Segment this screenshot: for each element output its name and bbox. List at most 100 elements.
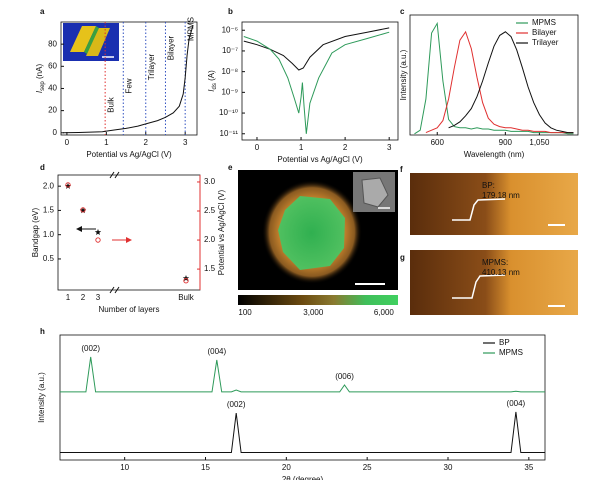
x-axis-label: Potential vs Ag/AgCl (V) <box>86 150 172 159</box>
y-tick-label: 1.5 <box>204 264 216 273</box>
colorbar-label: 100 <box>238 308 252 317</box>
y-tick-label: 10⁻⁶ <box>222 25 238 34</box>
panel-label: h <box>40 327 45 336</box>
y-tick-label: 2.0 <box>204 235 216 244</box>
x-tick-label: 600 <box>431 138 445 147</box>
y-axis-label: Isep (nA) <box>35 64 45 94</box>
panel-label: a <box>40 7 45 16</box>
height-annotation: BP: <box>482 181 495 190</box>
x-axis-label: Wavelength (nm) <box>464 150 525 159</box>
peak-label: (004) <box>507 399 526 408</box>
height-annotation: MPMS: <box>482 258 508 267</box>
x-tick-label: 3 <box>183 138 188 147</box>
x-tick-label: 30 <box>444 463 453 472</box>
x-tick-label: 3 <box>96 293 101 302</box>
axes-frame <box>57 174 201 291</box>
y2-axis-label: Potential vs Ag/AgCl (V) <box>217 189 226 275</box>
y-tick-label: 60 <box>48 61 57 70</box>
legend-label: Bilayer <box>532 28 557 37</box>
threshold-label: Bulk <box>106 96 115 113</box>
fluorescence-image <box>238 170 398 305</box>
x-tick-label: 35 <box>524 463 533 472</box>
y-tick-label: 1.5 <box>43 206 55 215</box>
legend-label: Trilayer <box>532 38 559 47</box>
x-axis-label: Potential vs Ag/AgCl (V) <box>277 155 363 164</box>
star-point <box>64 182 72 189</box>
panel-label: f <box>400 165 403 174</box>
y-tick-label: 3.0 <box>204 177 216 186</box>
series-line <box>448 31 574 134</box>
x-axis-label: 2θ (degree) <box>282 475 324 480</box>
star-point <box>182 275 190 282</box>
y-tick-label: 10⁻¹¹ <box>220 129 239 138</box>
peak-label: (004) <box>207 347 226 356</box>
peak-label: (002) <box>81 344 100 353</box>
circle-point <box>95 237 101 243</box>
x-tick-label: 25 <box>363 463 372 472</box>
colorbar-label: 6,000 <box>374 308 395 317</box>
x-tick-label: 1 <box>66 293 71 302</box>
x-tick-label: Bulk <box>178 293 195 302</box>
height-annotation: 179.18 nm <box>482 191 520 200</box>
y-axis-label-part: Bandgap (eV) <box>31 207 40 257</box>
y-tick-label: 80 <box>48 39 57 48</box>
x-tick-label: 15 <box>201 463 210 472</box>
y-tick-label: 10⁻⁸ <box>222 67 239 76</box>
series-line <box>60 411 545 453</box>
legend-label: BP <box>499 338 510 347</box>
threshold-label: Bilayer <box>167 35 176 60</box>
x-tick-label: 2 <box>81 293 86 302</box>
x-tick-label: 3 <box>387 143 392 152</box>
series-line <box>414 21 574 135</box>
y-axis-label: Intensity (a.u.) <box>37 372 46 423</box>
threshold-label: MPMS <box>186 17 195 41</box>
y-tick-label: 0 <box>53 128 58 137</box>
circle-point <box>65 182 71 188</box>
y-axis-label: Ids (A) <box>207 70 217 92</box>
star-point <box>79 207 87 214</box>
series-line <box>243 27 390 71</box>
x-tick-label: 2 <box>343 143 348 152</box>
x-tick-label: 900 <box>499 138 513 147</box>
y-axis-label-part: I <box>207 89 216 92</box>
x-tick-label: 20 <box>282 463 291 472</box>
y-tick-label: 10⁻¹⁰ <box>219 108 238 117</box>
y-axis-label-part: sep <box>40 81 46 91</box>
threshold-label: Few <box>124 78 133 93</box>
arrows <box>76 171 132 294</box>
y-axis-label: Bandgap (eV) <box>31 207 40 257</box>
colorbar-label: 3,000 <box>303 308 324 317</box>
x-tick-label: 0 <box>65 138 70 147</box>
height-annotation: 410.13 nm <box>482 268 520 277</box>
y-axis-label: Intensity (a.u.) <box>399 49 408 100</box>
y-tick-label: 2.5 <box>204 206 216 215</box>
axes-frame <box>241 21 399 141</box>
y-axis-label-part: (nA) <box>35 64 44 82</box>
peak-label: (006) <box>335 372 354 381</box>
circle-point <box>183 278 189 284</box>
y-tick-label: 10⁻⁹ <box>221 87 238 96</box>
x-tick-label: 1 <box>104 138 109 147</box>
panel-label: c <box>400 7 405 16</box>
threshold-label: Trilayer <box>147 53 156 80</box>
x-tick-label: 2 <box>144 138 149 147</box>
afm-image <box>410 173 578 315</box>
y-axis-label-part: I <box>35 90 44 93</box>
x-tick-label: 10 <box>120 463 129 472</box>
series-line <box>62 25 194 134</box>
x-tick-label: 1,050 <box>529 138 550 147</box>
peak-label: (002) <box>227 400 246 409</box>
y-tick-label: 10⁻⁷ <box>222 46 238 55</box>
y-axis-label-part: ds <box>212 83 218 89</box>
legend-label: MPMS <box>499 348 523 357</box>
y-tick-label: 20 <box>48 106 57 115</box>
legend-label: MPMS <box>532 18 556 27</box>
series-line <box>425 30 574 134</box>
panel-label: g <box>400 253 405 262</box>
axes-frame <box>409 14 579 136</box>
y-axis-label-part: Intensity (a.u.) <box>37 372 46 423</box>
series-line <box>60 356 545 393</box>
axes-frame <box>59 334 546 461</box>
